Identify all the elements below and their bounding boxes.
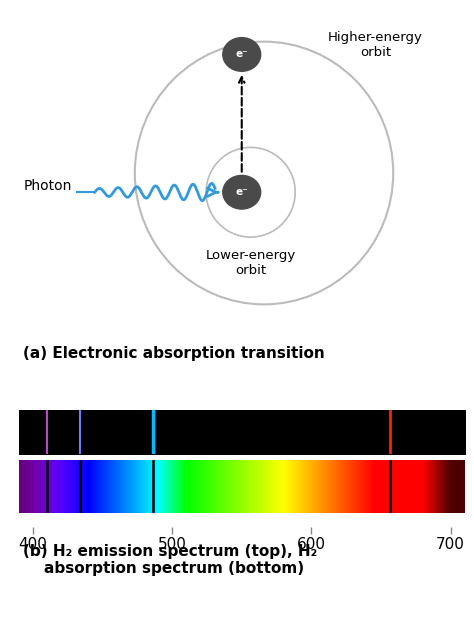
Text: Lower-energy
orbit: Lower-energy orbit — [206, 249, 296, 277]
Text: e⁻: e⁻ — [236, 49, 248, 59]
Ellipse shape — [223, 176, 261, 209]
Text: (a) Electronic absorption transition: (a) Electronic absorption transition — [23, 346, 325, 361]
Ellipse shape — [223, 38, 261, 72]
Text: e⁻: e⁻ — [236, 187, 248, 197]
Text: (b) H₂ emission spectrum (top), H₂
    absorption spectrum (bottom): (b) H₂ emission spectrum (top), H₂ absor… — [23, 544, 318, 576]
Text: Photon: Photon — [23, 179, 72, 193]
Text: Higher-energy
orbit: Higher-energy orbit — [328, 31, 423, 59]
